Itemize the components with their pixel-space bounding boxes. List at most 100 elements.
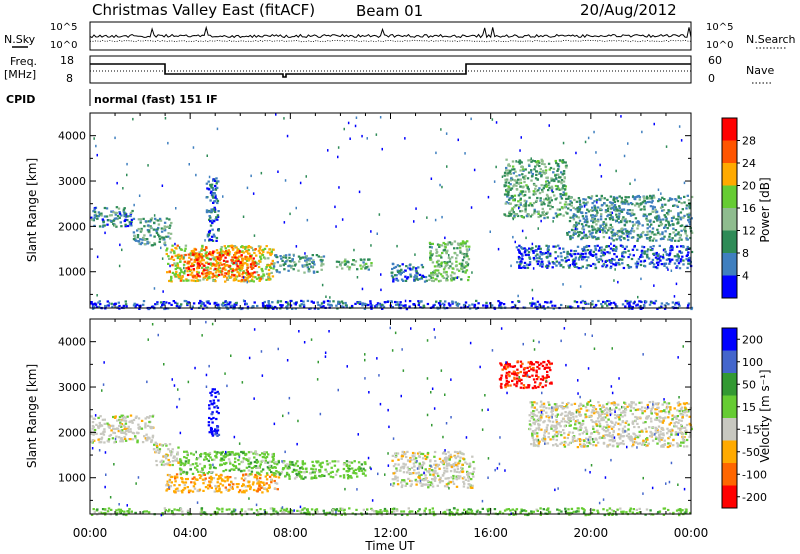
heatmap-cell [124,212,127,215]
heatmap-cell [411,268,414,271]
heatmap-cell [596,244,599,247]
heatmap-cell [509,169,512,172]
heatmap-cell [357,301,360,304]
heatmap-cell [621,303,625,306]
heatmap-cell [220,250,223,253]
heatmap-cell [123,437,127,440]
heatmap-cell [237,258,240,261]
heatmap-cell [424,276,428,279]
heatmap-cell [168,478,172,481]
heatmap-cell [200,470,204,473]
heatmap-cell [188,163,190,166]
heatmap-cell [215,177,218,180]
heatmap-cell [554,251,557,254]
heatmap-cell [422,479,426,482]
heatmap-cell [208,431,211,434]
heatmap-cell [643,200,646,203]
heatmap-cell [356,268,359,271]
heatmap-cell [663,264,666,267]
heatmap-cell [456,268,459,271]
heatmap-cell [575,215,578,218]
heatmap-cell [410,483,413,486]
heatmap-cell [628,209,631,212]
heatmap-cell [187,301,190,304]
heatmap-cell [656,264,660,267]
heatmap-cell [205,196,208,199]
heatmap-cell [178,484,181,487]
heatmap-cell [525,236,527,240]
heatmap-cell [258,252,262,255]
heatmap-cell [244,255,247,258]
heatmap-cell [192,146,195,149]
heatmap-cell [209,251,212,254]
heatmap-cell [655,252,658,255]
freq-label: Freq. [10,55,37,68]
heatmap-cell [606,251,609,254]
heatmap-cell [513,194,517,197]
heatmap-cell [270,473,274,476]
heatmap-cell [522,368,526,371]
heatmap-cell [541,171,544,174]
heatmap-cell [667,238,670,241]
heatmap-cell [449,265,452,268]
heatmap-cell [570,255,573,258]
heatmap-cell [251,275,255,278]
heatmap-cell [215,473,218,476]
heatmap-cell [676,259,679,262]
heatmap-cell [555,188,558,191]
heatmap-cell [448,303,451,307]
heatmap-cell [219,482,222,485]
heatmap-cell [540,258,543,261]
heatmap-cell [466,471,470,475]
noise-search-trace [89,39,692,43]
heatmap-cell [597,260,600,264]
heatmap-cell [562,247,565,250]
heatmap-cell [354,260,358,263]
heatmap-cell [634,262,637,265]
heatmap-cell [429,460,432,463]
heatmap-cell [380,303,384,306]
heatmap-cell [146,242,149,245]
heatmap-cell [251,272,254,275]
heatmap-cell [539,382,542,385]
heatmap-cell [636,234,640,237]
heatmap-cell [210,186,213,189]
heatmap-cell [532,302,536,305]
heatmap-cell [396,279,400,282]
heatmap-cell [92,305,95,308]
heatmap-cell [615,220,617,223]
heatmap-cell [438,265,442,268]
heatmap-cell [354,302,357,305]
heatmap-cell [615,216,619,219]
heatmap-cell [174,480,177,483]
heatmap-cell [453,470,456,473]
colorbar-swatch [722,208,737,231]
heatmap-cell [184,244,188,247]
heatmap-cell [531,249,535,253]
heatmap-cell [90,218,94,221]
heatmap-cell [207,188,211,191]
heatmap-cell [394,463,397,466]
heatmap-cell [412,303,416,306]
heatmap-cell [510,264,512,268]
heatmap-cell [242,271,245,274]
heatmap-cell [147,416,151,419]
heatmap-cell [442,249,445,252]
heatmap-cell [242,484,245,487]
heatmap-cell [601,231,605,234]
heatmap-cell [449,470,453,473]
heatmap-cell [230,453,233,456]
heatmap-cell [554,198,557,201]
heatmap-cell [352,469,356,473]
heatmap-cell [655,233,658,236]
heatmap-cell [137,417,141,420]
heatmap-cell [306,218,309,222]
heatmap-cell [574,258,577,261]
heatmap-cell [208,218,211,221]
heatmap-cell [565,166,568,169]
heatmap-cell [322,255,326,258]
heatmap-cell [265,478,269,481]
heatmap-cell [595,213,598,216]
heatmap-cell [155,459,158,463]
heatmap-cell [505,201,508,204]
